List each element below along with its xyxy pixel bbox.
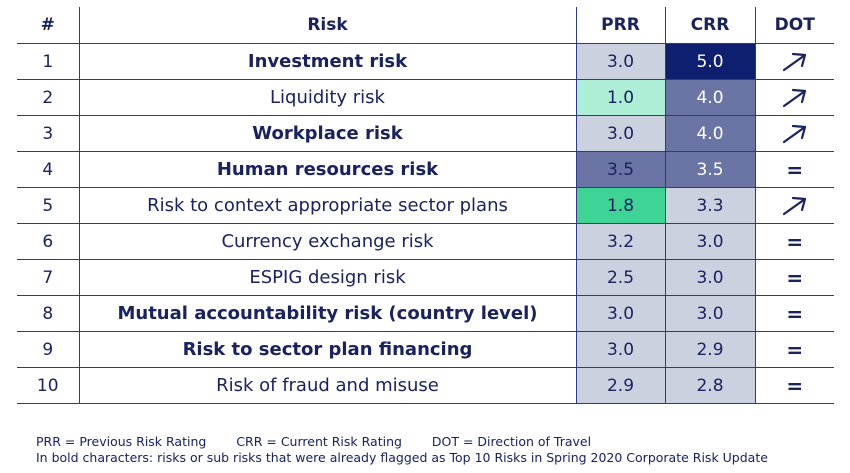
risk-number: 4 — [17, 151, 80, 188]
crr-value: 3.5 — [664, 151, 756, 188]
dot-cell — [754, 187, 835, 224]
risk-name: Currency exchange risk — [78, 223, 577, 260]
crr-value: 3.3 — [664, 187, 756, 224]
footer-definitions: PRR = Previous Risk Rating CRR = Current… — [36, 434, 617, 449]
risk-name: Investment risk — [78, 43, 577, 80]
dot-value: = — [754, 151, 834, 188]
footer-prr-definition: PRR = Previous Risk Rating — [36, 434, 207, 449]
header-prr: PRR — [575, 7, 666, 44]
crr-value: 2.8 — [664, 367, 756, 404]
crr-value: 3.0 — [664, 259, 756, 296]
risk-name: Liquidity risk — [78, 79, 577, 116]
footer-crr-definition: CRR = Current Risk Rating — [236, 434, 402, 449]
header-num: # — [17, 7, 80, 44]
table-row: 10 Risk of fraud and misuse 2.9 2.8 = — [17, 367, 834, 404]
prr-value: 3.5 — [575, 151, 666, 188]
crr-value: 2.9 — [664, 331, 756, 368]
dot-value: = — [754, 223, 834, 260]
risk-number: 8 — [17, 295, 80, 332]
risk-number: 1 — [17, 43, 80, 80]
table-row: 1 Investment risk 3.0 5.0 — [17, 43, 835, 80]
header-risk: Risk — [78, 7, 577, 44]
dot-cell — [754, 79, 835, 116]
dot-value: = — [754, 295, 834, 332]
dot-cell — [754, 115, 835, 152]
dot-value: = — [754, 367, 834, 404]
table-row: 7 ESPIG design risk 2.5 3.0 = — [17, 259, 834, 296]
risk-name: Risk of fraud and misuse — [78, 367, 577, 404]
dot-value: = — [754, 259, 834, 296]
risk-number: 3 — [17, 115, 80, 152]
up-right-arrow-icon — [756, 87, 835, 109]
up-right-arrow-icon — [756, 123, 835, 145]
risk-number: 5 — [17, 187, 80, 224]
risk-table-body: 1 Investment risk 3.0 5.0 2 Liquidity risk 1.0… — [17, 43, 835, 404]
header-crr: CRR — [664, 7, 756, 44]
risk-number: 10 — [17, 367, 80, 404]
risk-number: 6 — [17, 223, 80, 260]
table-row: 3 Workplace risk 3.0 4.0 — [17, 115, 835, 152]
up-right-arrow-icon — [756, 195, 835, 217]
table-row: 6 Currency exchange risk 3.2 3.0 = — [17, 223, 834, 260]
dot-cell — [754, 43, 835, 80]
risk-name: Mutual accountability risk (country leve… — [78, 295, 577, 332]
crr-value: 3.0 — [664, 223, 756, 260]
prr-value: 1.8 — [575, 187, 666, 224]
footer-note: In bold characters: risks or sub risks t… — [36, 450, 768, 465]
crr-value: 3.0 — [664, 295, 756, 332]
prr-value: 2.5 — [575, 259, 666, 296]
prr-value: 2.9 — [575, 367, 666, 404]
risk-number: 2 — [17, 79, 80, 116]
crr-value: 5.0 — [664, 43, 756, 80]
risk-name: Human resources risk — [78, 151, 577, 188]
header-dot: DOT — [754, 7, 834, 44]
footer-dot-definition: DOT = Direction of Travel — [431, 434, 592, 449]
table-row: 2 Liquidity risk 1.0 4.0 — [17, 79, 835, 116]
prr-value: 3.0 — [575, 115, 666, 152]
prr-value: 1.0 — [575, 79, 666, 116]
up-right-arrow-icon — [756, 51, 835, 73]
prr-value: 3.2 — [575, 223, 666, 260]
dot-value: = — [754, 331, 834, 368]
risk-table: # Risk PRR CRR DOT 1 Investment risk 3.0 5.… — [17, 7, 834, 404]
table-row: 4 Human resources risk 3.5 3.5 = — [17, 151, 834, 188]
risk-name: ESPIG design risk — [78, 259, 577, 296]
risk-number: 9 — [17, 331, 80, 368]
crr-value: 4.0 — [664, 79, 756, 116]
risk-name: Risk to sector plan financing — [78, 331, 577, 368]
table-row: 5 Risk to context appropriate sector plan… — [17, 187, 835, 224]
risk-name: Risk to context appropriate sector plans — [78, 187, 577, 224]
prr-value: 3.0 — [575, 43, 666, 80]
table-row: 8 Mutual accountability risk (country lev… — [17, 295, 834, 332]
crr-value: 4.0 — [664, 115, 756, 152]
risk-number: 7 — [17, 259, 80, 296]
prr-value: 3.0 — [575, 331, 666, 368]
prr-value: 3.0 — [575, 295, 666, 332]
risk-name: Workplace risk — [78, 115, 577, 152]
table-header-row: # Risk PRR CRR DOT — [17, 7, 834, 44]
table-row: 9 Risk to sector plan financing 3.0 2.9 = — [17, 331, 834, 368]
